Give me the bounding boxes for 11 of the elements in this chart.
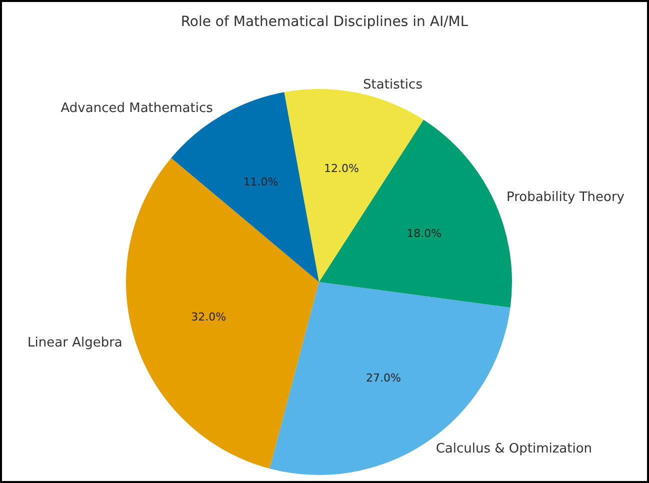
slice-label: Linear Algebra [28,335,122,350]
slice-label: Probability Theory [506,190,625,206]
chart-title: Role of Mathematical Disciplines in AI/ML [180,14,468,30]
data-label: 32.0% [191,310,226,324]
slice-label: Advanced Mathematics [60,100,214,116]
slice-label: Calculus & Optimization [436,442,592,457]
slice-label: Statistics [363,77,423,92]
data-label: 12.0% [324,162,359,175]
data-label: 18.0% [406,226,442,240]
data-label: 11.0% [243,175,278,188]
data-label: 27.0% [366,372,401,385]
